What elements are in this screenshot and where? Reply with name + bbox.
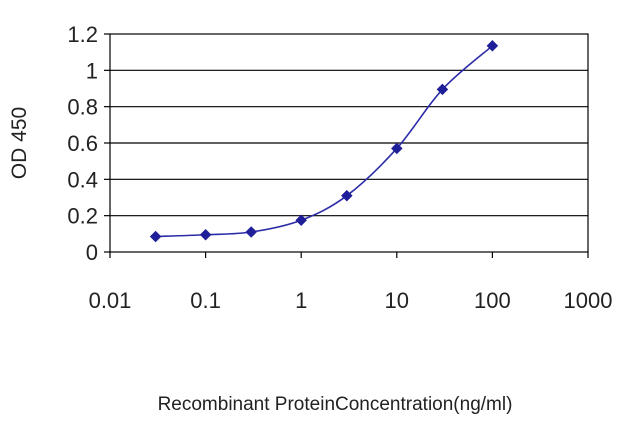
data-point — [245, 226, 258, 238]
x-tick-label: 100 — [474, 288, 511, 313]
y-tick-label: 0 — [86, 240, 98, 265]
x-tick-label: 1000 — [564, 288, 613, 313]
y-tick-label: 0.6 — [67, 131, 98, 156]
data-point — [199, 228, 212, 241]
x-axis-ticks: 0.01 0.1 1 10 100 1000 — [89, 252, 613, 313]
x-tick-label: 1 — [295, 288, 307, 313]
gridlines — [110, 69, 588, 217]
data-point — [295, 214, 308, 227]
y-tick-label: 0.8 — [67, 95, 98, 120]
data-point — [390, 142, 403, 155]
y-tick-label: 1 — [86, 58, 98, 83]
y-tick-label: 1.2 — [67, 22, 98, 47]
data-point — [436, 83, 449, 96]
data-point — [486, 39, 499, 52]
y-axis-label: OD 450 — [8, 107, 31, 179]
y-axis-ticks: 0 0.2 0.4 0.6 0.8 1 1.2 — [67, 22, 110, 265]
x-axis-label: Recombinant ProteinConcentration(ng/ml) — [158, 394, 513, 415]
y-tick-label: 0.4 — [67, 167, 98, 192]
y-tick-label: 0.2 — [67, 204, 98, 229]
data-series — [149, 39, 499, 243]
x-tick-label: 0.1 — [190, 288, 221, 313]
data-point — [149, 230, 162, 243]
data-point — [340, 189, 353, 202]
x-tick-label: 0.01 — [89, 288, 132, 313]
x-tick-label: 10 — [385, 288, 409, 313]
